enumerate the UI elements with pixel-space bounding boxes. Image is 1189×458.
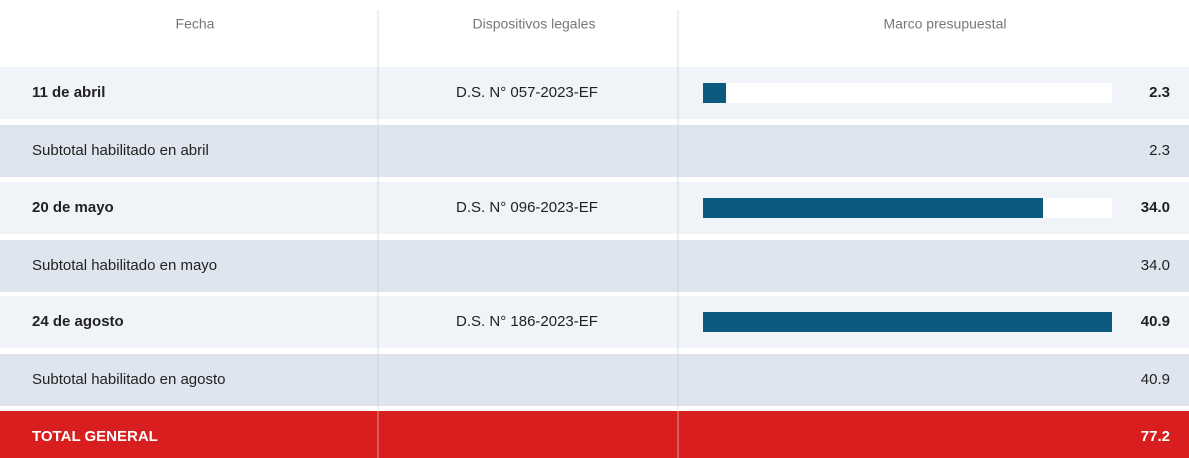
row-bg bbox=[0, 240, 1189, 292]
row-bg bbox=[0, 354, 1189, 406]
value: 40.9 bbox=[1141, 313, 1170, 330]
bar bbox=[703, 83, 726, 103]
subtotal-label: Subtotal habilitado en mayo bbox=[32, 257, 217, 274]
subtotal-value: 34.0 bbox=[1141, 257, 1170, 274]
header-marco: Marco presupuestal bbox=[884, 16, 1007, 32]
fecha: 24 de agosto bbox=[32, 313, 124, 330]
total-label: TOTAL GENERAL bbox=[32, 428, 158, 445]
subtotal-value: 40.9 bbox=[1141, 371, 1170, 388]
header-fecha: Fecha bbox=[176, 16, 215, 32]
fecha: 20 de mayo bbox=[32, 199, 114, 216]
subtotal-label: Subtotal habilitado en abril bbox=[32, 142, 209, 159]
row-bg bbox=[0, 125, 1189, 177]
bar bbox=[703, 312, 1112, 332]
total-value: 77.2 bbox=[1141, 428, 1170, 445]
bar bbox=[703, 198, 1043, 218]
subtotal-value: 2.3 bbox=[1149, 142, 1170, 159]
value: 34.0 bbox=[1141, 199, 1170, 216]
value: 2.3 bbox=[1149, 84, 1170, 101]
header-dispositivos: Dispositivos legales bbox=[473, 16, 596, 32]
dispositivo: D.S. N° 186-2023-EF bbox=[456, 313, 598, 330]
dispositivo: D.S. N° 057-2023-EF bbox=[456, 84, 598, 101]
bar-track bbox=[703, 83, 1112, 103]
total-bg bbox=[0, 411, 1189, 458]
dispositivo: D.S. N° 096-2023-EF bbox=[456, 199, 598, 216]
subtotal-label: Subtotal habilitado en agosto bbox=[32, 371, 225, 388]
fecha: 11 de abril bbox=[32, 84, 105, 101]
